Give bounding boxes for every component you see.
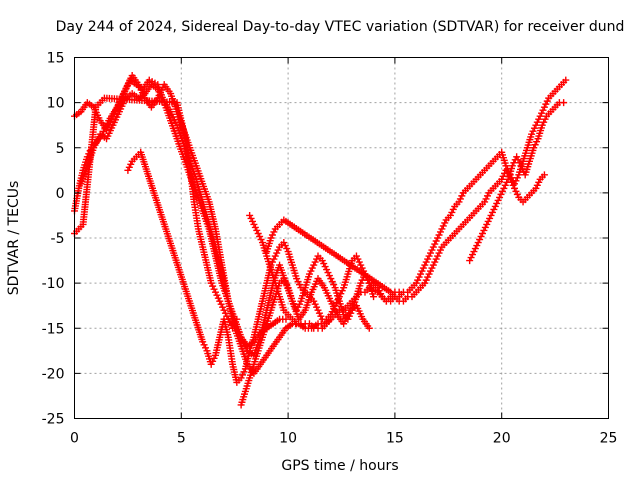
x-tick-label: 10 xyxy=(279,431,297,447)
axis-ticks: 0 5 10 15 20 25 -25 -20 -15 -10 -5 0 5 10 15 xyxy=(42,51,618,447)
data-points-layer xyxy=(71,72,570,409)
data-point xyxy=(370,293,378,301)
x-axis-label: GPS time / hours xyxy=(281,458,398,474)
series-7 xyxy=(466,99,568,265)
grid-lines xyxy=(74,57,609,419)
series-3 xyxy=(124,148,403,386)
x-tick-label: 15 xyxy=(386,431,404,447)
y-tick-label: -5 xyxy=(51,231,65,247)
data-point xyxy=(560,99,568,107)
y-tick-label: 15 xyxy=(47,51,65,67)
data-point xyxy=(562,76,570,84)
y-tick-label: 5 xyxy=(56,141,65,157)
x-tick-label: 0 xyxy=(70,431,79,447)
y-tick-label: -25 xyxy=(42,412,65,428)
series-6 xyxy=(263,166,548,305)
chart-title: Day 244 of 2024, Sidereal Day-to-day VTE… xyxy=(56,19,625,35)
y-tick-label: -20 xyxy=(42,366,65,382)
y-tick-label: 10 xyxy=(47,96,65,112)
y-tick-label: 0 xyxy=(56,186,65,202)
series-4 xyxy=(237,252,378,409)
data-point xyxy=(282,315,290,323)
series-5 xyxy=(246,76,570,332)
y-axis-label: SDTVAR / TECUs xyxy=(6,181,22,296)
series-8 xyxy=(71,94,241,332)
data-point xyxy=(365,324,373,332)
x-tick-label: 5 xyxy=(177,431,186,447)
data-point xyxy=(540,171,548,179)
y-tick-label: -15 xyxy=(42,321,65,337)
x-tick-label: 20 xyxy=(493,431,511,447)
x-tick-label: 25 xyxy=(600,431,618,447)
y-tick-label: -10 xyxy=(42,276,65,292)
data-point xyxy=(233,315,241,323)
